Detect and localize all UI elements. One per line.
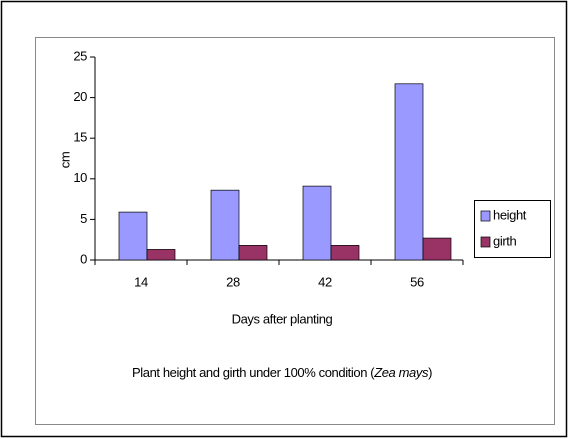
x-tick-label: 14 xyxy=(134,274,148,289)
y-tick-label: 20 xyxy=(73,89,87,104)
y-tick-label: 25 xyxy=(73,48,87,63)
x-tick-label: 28 xyxy=(226,274,240,289)
bar xyxy=(422,237,452,261)
y-axis-label: cm xyxy=(57,152,72,169)
bar xyxy=(394,83,424,261)
caption-text: ) xyxy=(428,365,432,380)
legend-label: girth xyxy=(493,233,516,248)
bar xyxy=(146,249,176,261)
bar xyxy=(302,185,332,261)
legend-frame xyxy=(474,200,551,258)
legend-label: height xyxy=(493,207,527,222)
legend-swatch xyxy=(480,236,491,248)
y-tick-label: 0 xyxy=(80,251,87,266)
bar xyxy=(330,245,360,261)
legend-swatch xyxy=(480,210,491,222)
bar xyxy=(118,211,148,261)
y-tick-label: 5 xyxy=(80,211,87,226)
bar xyxy=(238,245,268,261)
y-tick-label: 10 xyxy=(73,170,87,185)
caption-species: Zea mays xyxy=(373,365,429,380)
x-axis-label: Days after planting xyxy=(232,311,333,326)
caption: Plant height and girth under 100% condit… xyxy=(132,365,432,380)
y-tick-label: 15 xyxy=(73,130,87,145)
x-tick-label: 42 xyxy=(318,274,332,289)
caption-text: Plant height and girth under 100% condit… xyxy=(132,365,375,380)
x-tick-label: 56 xyxy=(410,274,424,289)
bar xyxy=(210,189,240,261)
